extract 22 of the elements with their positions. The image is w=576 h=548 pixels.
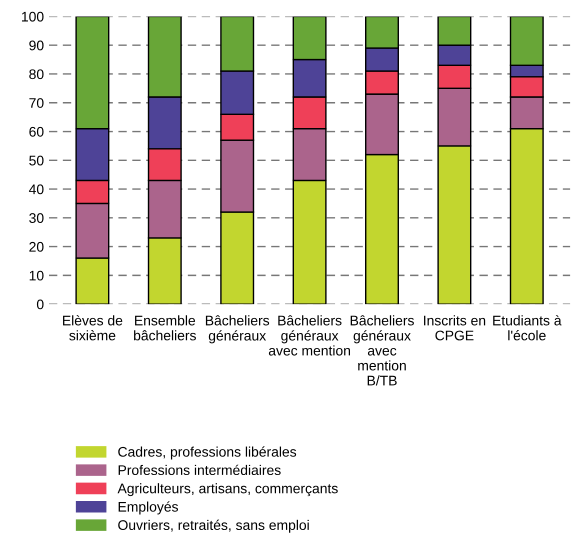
y-tick-label: 0 <box>36 299 44 310</box>
x-tick-label: Bâcheliers généraux avec mention <box>268 315 350 356</box>
x-tick-label: Ensemble bâcheliers <box>134 315 196 340</box>
y-tick-label: 90 <box>29 40 44 50</box>
y-tick-label: 70 <box>29 98 44 108</box>
y-tick-label: 30 <box>29 213 44 223</box>
y-tick-label: 10 <box>30 270 44 281</box>
x-tick-label: Elèves de sixième <box>63 315 122 340</box>
legend-label: Cadres, professions libérales <box>118 446 296 460</box>
legend-label: Agriculteurs, artisans, commerçants <box>118 483 338 496</box>
y-tick-label: 20 <box>29 242 44 252</box>
x-tick-label: Etudiants à l'école <box>493 315 562 340</box>
legend-label: Professions intermédiaires <box>118 464 281 476</box>
y-tick-label: 60 <box>29 126 44 137</box>
y-tick-label: 50 <box>29 156 44 166</box>
x-tick-label: Inscrits en CPGE <box>424 315 486 340</box>
legend-label: Employés <box>118 501 178 514</box>
legend-label: Ouvriers, retraités, sans emploi <box>118 520 309 533</box>
y-tick-label: 40 <box>28 184 44 194</box>
x-tick-label: Bâcheliers généraux avec mention B/TB <box>350 315 414 386</box>
y-tick-label: 80 <box>29 69 44 80</box>
y-tick-label: 100 <box>22 12 44 22</box>
